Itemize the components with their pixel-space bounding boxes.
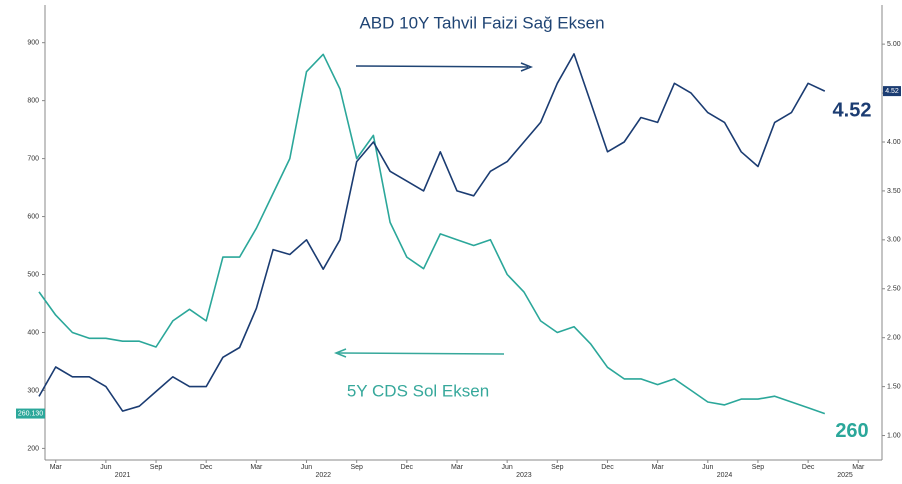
x-tick-label: Jun xyxy=(702,464,713,471)
annotation-cds: 5Y CDS Sol Eksen xyxy=(347,381,489,400)
y2-tick-label: 2.50 xyxy=(887,286,901,293)
x-tick-label: Dec xyxy=(802,464,815,471)
y-tick-label: 800 xyxy=(27,97,39,104)
end-label: 260 xyxy=(835,420,868,442)
annotation-10y: ABD 10Y Tahvil Faizi Sağ Eksen xyxy=(359,13,604,32)
y-tick-label: 400 xyxy=(27,329,39,336)
series-line xyxy=(38,53,826,412)
year-label: 2025 xyxy=(837,472,853,479)
x-tick-label: Sep xyxy=(350,464,363,471)
x-tick-label: Mar xyxy=(852,464,865,471)
y-tick-label: 300 xyxy=(27,387,39,394)
y-tick-label: 600 xyxy=(27,213,39,220)
x-tick-label: Mar xyxy=(451,464,464,471)
x-tick-label: Dec xyxy=(601,464,614,471)
arrow-right xyxy=(355,65,529,68)
x-tick-label: Dec xyxy=(200,464,213,471)
year-label: 2023 xyxy=(516,472,532,479)
axis-tag xyxy=(883,86,901,97)
y2-tick-label: 1.50 xyxy=(887,383,901,390)
x-tick-label: Mar xyxy=(50,464,63,471)
x-tick-label: Sep xyxy=(150,464,163,471)
x-tick-label: Sep xyxy=(752,464,765,471)
arrow-head xyxy=(520,62,534,72)
x-tick-label: Mar xyxy=(250,464,263,471)
y-tick-label: 700 xyxy=(27,155,39,162)
x-tick-label: Jun xyxy=(301,464,312,471)
axis-tag-label: 260.130 xyxy=(18,410,43,417)
series-line xyxy=(38,53,826,415)
x-tick-label: Jun xyxy=(100,464,111,471)
x-tick-label: Sep xyxy=(551,464,564,471)
arrow-head xyxy=(333,348,347,358)
x-tick-label: Mar xyxy=(652,464,665,471)
axis-tag-label: 4.52 xyxy=(885,88,899,95)
y-tick-label: 200 xyxy=(27,445,39,452)
year-label: 2022 xyxy=(315,472,331,479)
x-tick-label: Jun xyxy=(502,464,513,471)
arrow-left xyxy=(337,352,505,355)
y2-tick-label: 3.00 xyxy=(887,237,901,244)
y2-tick-label: 1.00 xyxy=(887,432,901,439)
axis-tag xyxy=(16,408,45,419)
y2-tick-label: 5.00 xyxy=(887,41,901,48)
y2-tick-label: 4.00 xyxy=(887,139,901,146)
x-tick-label: Dec xyxy=(401,464,414,471)
year-label: 2021 xyxy=(115,472,131,479)
y2-tick-label: 3.50 xyxy=(887,188,901,195)
year-label: 2024 xyxy=(717,472,733,479)
y-tick-label: 900 xyxy=(27,40,39,47)
end-label: 4.52 xyxy=(833,99,872,121)
y2-tick-label: 2.00 xyxy=(887,335,901,342)
y-tick-label: 500 xyxy=(27,271,39,278)
